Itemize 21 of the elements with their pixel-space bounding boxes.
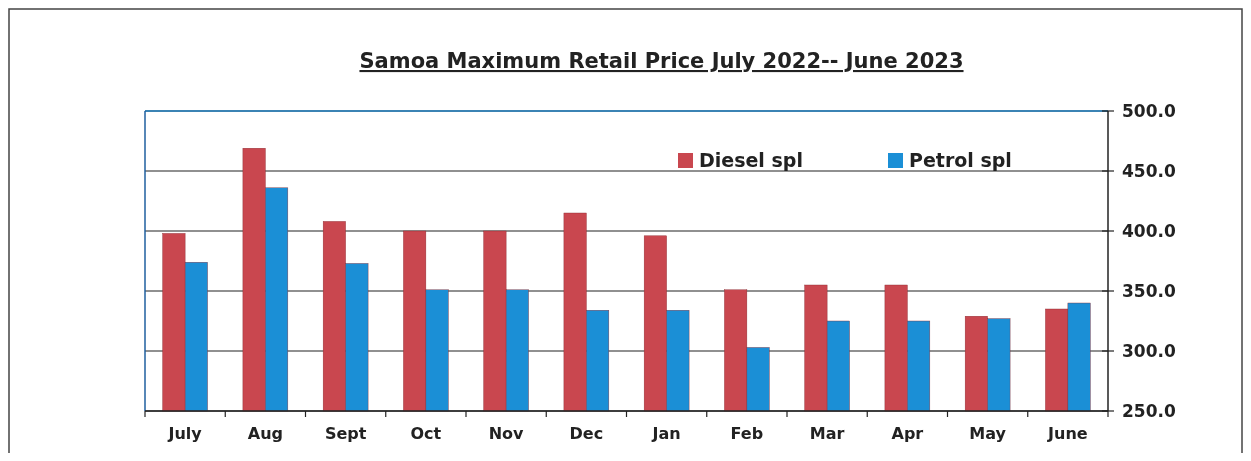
x-tick-label: Nov [488, 424, 525, 443]
x-tick-label: Mar [809, 424, 845, 443]
x-tick-label: July [167, 424, 203, 443]
y-tick-label: 250.0 [1122, 400, 1176, 421]
x-tick-label: June [1047, 424, 1088, 443]
y-tick-label: 350.0 [1122, 280, 1176, 301]
y-tick-label: 400.0 [1122, 220, 1176, 241]
x-tick-label: Aug [247, 424, 283, 443]
x-tick-label: Oct [410, 424, 442, 443]
x-tick-label: Apr [891, 424, 924, 443]
legend-label: Petrol spl [909, 149, 1012, 171]
x-tick-label: Feb [730, 424, 764, 443]
x-tick-label: Jan [651, 424, 681, 443]
x-tick-label: Sept [324, 424, 367, 443]
legend-label: Diesel spl [699, 149, 803, 171]
x-tick-label: Dec [569, 424, 604, 443]
y-tick-label: 450.0 [1122, 160, 1176, 181]
y-tick-label: 500.0 [1122, 100, 1176, 121]
y-tick-label: 300.0 [1122, 340, 1176, 361]
chart-title: Samoa Maximum Retail Price July 2022-- June 2023 [359, 49, 964, 73]
x-tick-label: May [969, 424, 1007, 443]
